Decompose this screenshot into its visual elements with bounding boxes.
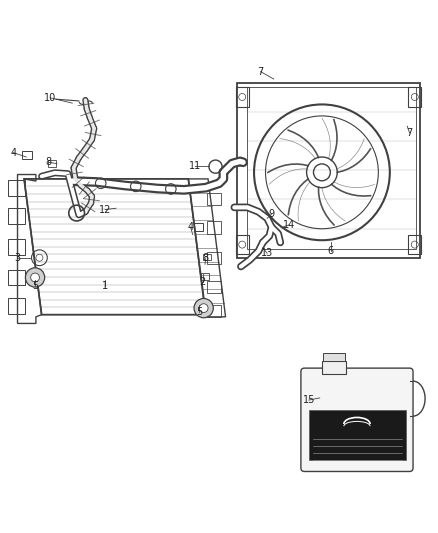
Text: 8: 8 [203,253,209,263]
Text: 4: 4 [187,222,194,232]
Bar [207,280,221,293]
Text: 15: 15 [303,395,315,405]
Bar [309,410,406,460]
Bar [236,235,249,254]
Bar [48,160,56,167]
Bar [207,221,221,233]
Bar [207,252,221,264]
Bar [201,273,209,280]
Bar [247,87,416,249]
Bar [207,193,221,205]
Text: 13: 13 [261,248,273,259]
Text: 4: 4 [10,148,16,158]
Bar [237,83,420,258]
Text: 5: 5 [32,281,38,291]
Bar [408,235,421,254]
Bar [322,361,346,374]
Bar [203,254,211,260]
Bar [8,298,25,314]
Text: 2: 2 [200,277,206,287]
Bar [8,180,25,196]
Text: 6: 6 [328,246,334,256]
Text: 10: 10 [44,93,57,103]
Text: 1: 1 [102,281,108,291]
Text: 14: 14 [283,220,295,230]
Bar [207,304,221,317]
Text: 3: 3 [14,253,21,263]
Text: 11: 11 [189,161,201,171]
Bar [408,87,421,107]
Bar [236,87,249,107]
Bar [323,353,345,361]
Text: 5: 5 [196,308,202,318]
Bar [194,223,203,231]
Text: 7: 7 [258,67,264,77]
Bar [8,270,25,285]
Circle shape [31,273,39,282]
Circle shape [199,304,208,312]
Circle shape [194,298,213,318]
FancyBboxPatch shape [301,368,413,472]
Text: 8: 8 [45,157,51,167]
Text: 7: 7 [406,128,413,138]
Bar [8,208,25,224]
Bar [8,239,25,255]
Text: 12: 12 [99,205,111,215]
Bar [22,151,32,159]
Text: 9: 9 [268,209,275,219]
Circle shape [25,268,45,287]
